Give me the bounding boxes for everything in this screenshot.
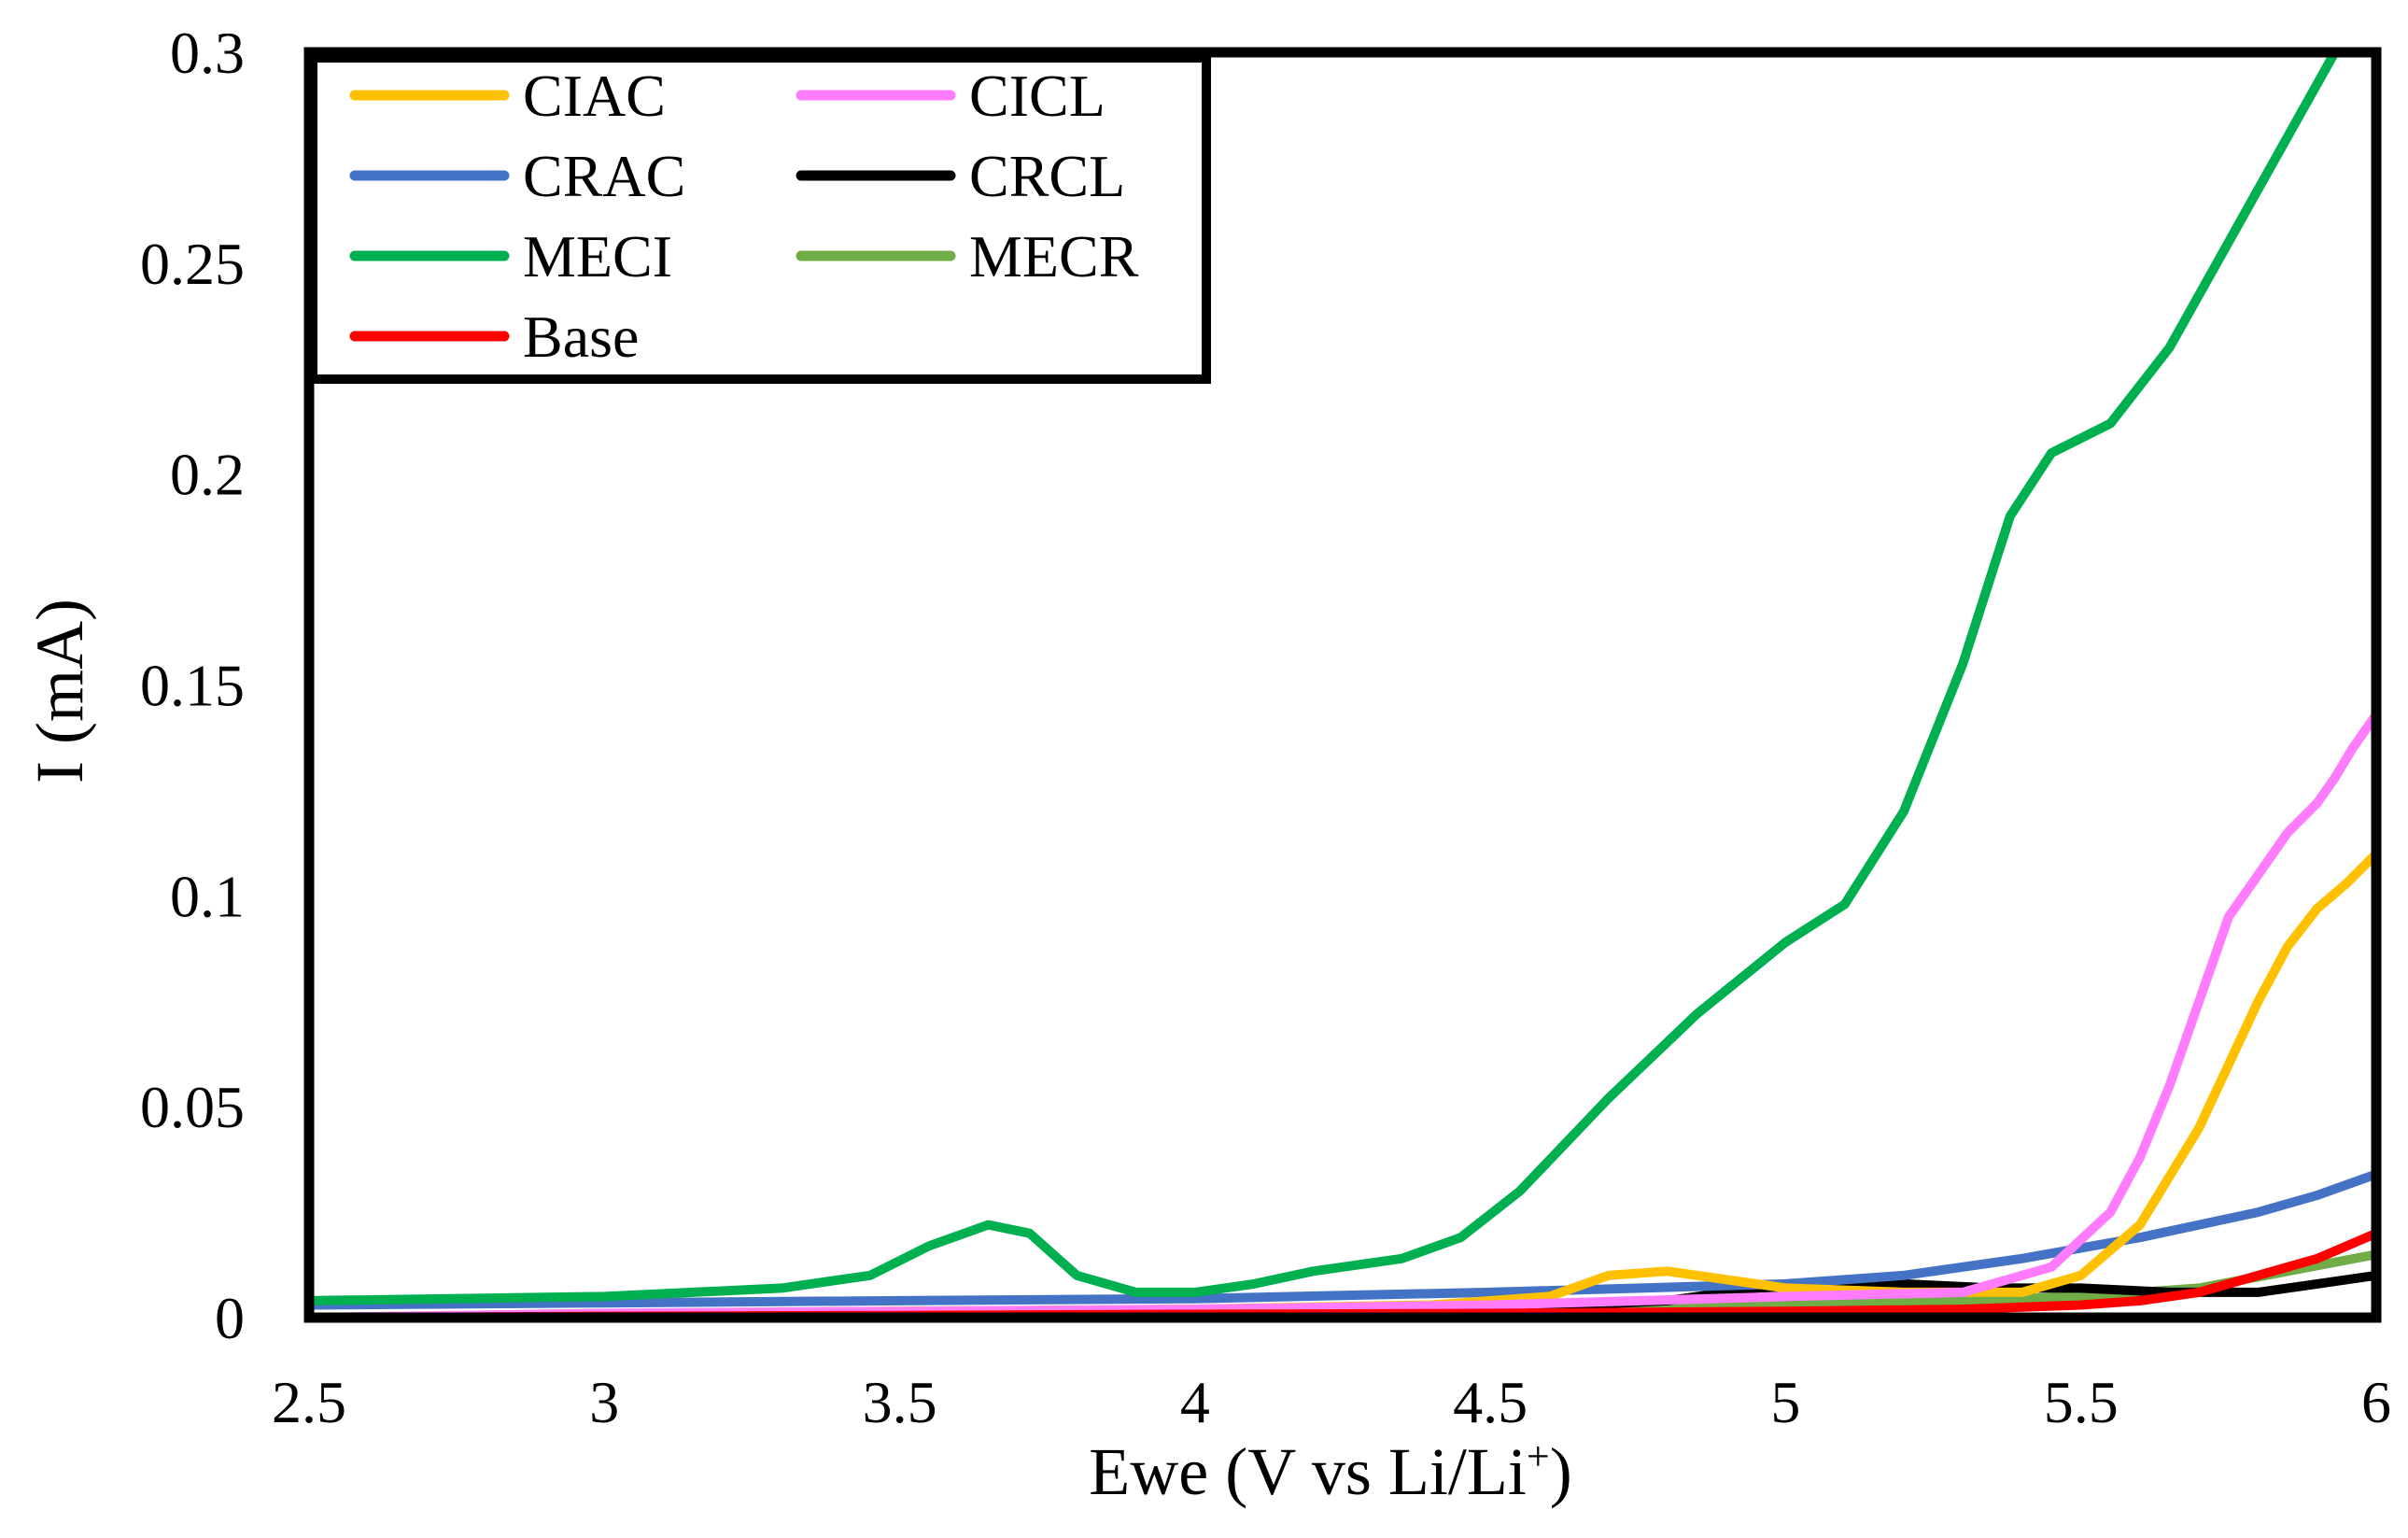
y-tick-label: 0.05 — [140, 1074, 245, 1140]
y-axis-ticks: 0 0.05 0.1 0.15 0.2 0.25 0.3 — [140, 20, 245, 1351]
legend-label-crac: CRAC — [523, 143, 685, 209]
legend-label-mecr: MECR — [969, 223, 1139, 289]
series-line-crac — [304, 1169, 2381, 1310]
x-tick-label: 3.5 — [863, 1369, 937, 1435]
legend-label-meci: MECI — [523, 223, 672, 289]
x-tick-label: 5 — [1770, 1369, 1800, 1435]
legend-label-ciac: CIAC — [523, 63, 666, 129]
x-tick-label: 4.5 — [1453, 1369, 1528, 1435]
y-tick-label: 0.1 — [170, 863, 245, 929]
plot-area-frame — [303, 47, 2382, 1323]
legend-box — [308, 53, 1211, 384]
x-tick-label: 6 — [2361, 1369, 2391, 1435]
y-tick-label: 0.3 — [170, 20, 245, 86]
y-tick-label: 0 — [215, 1285, 245, 1351]
legend-label-crcl: CRCL — [969, 143, 1125, 209]
x-axis-title: Ewe (V vs Li/Li+) — [1089, 1433, 1571, 1509]
x-tick-label: 4 — [1180, 1369, 1210, 1435]
x-tick-label: 5.5 — [2044, 1369, 2119, 1435]
x-tick-label: 2.5 — [272, 1369, 346, 1435]
x-axis-ticks: 2.5 3 3.5 4 4.5 5 5.5 6 — [272, 1369, 2391, 1435]
x-axis-title-superscript: + — [1527, 1433, 1550, 1479]
legend-label-cicl: CICL — [969, 63, 1105, 129]
series-line-cicl — [304, 710, 2381, 1322]
legend-label-base: Base — [523, 303, 639, 370]
y-tick-label: 0.2 — [170, 442, 245, 508]
y-tick-label: 0.15 — [140, 653, 245, 719]
series-line-meci — [304, 48, 2340, 1305]
x-tick-label: 3 — [589, 1369, 619, 1435]
y-tick-label: 0.25 — [140, 231, 245, 297]
y-axis-title: I (mA) — [22, 599, 97, 783]
legend: CIAC CRAC MECI Base CICL CRCL MECR — [308, 53, 1211, 384]
